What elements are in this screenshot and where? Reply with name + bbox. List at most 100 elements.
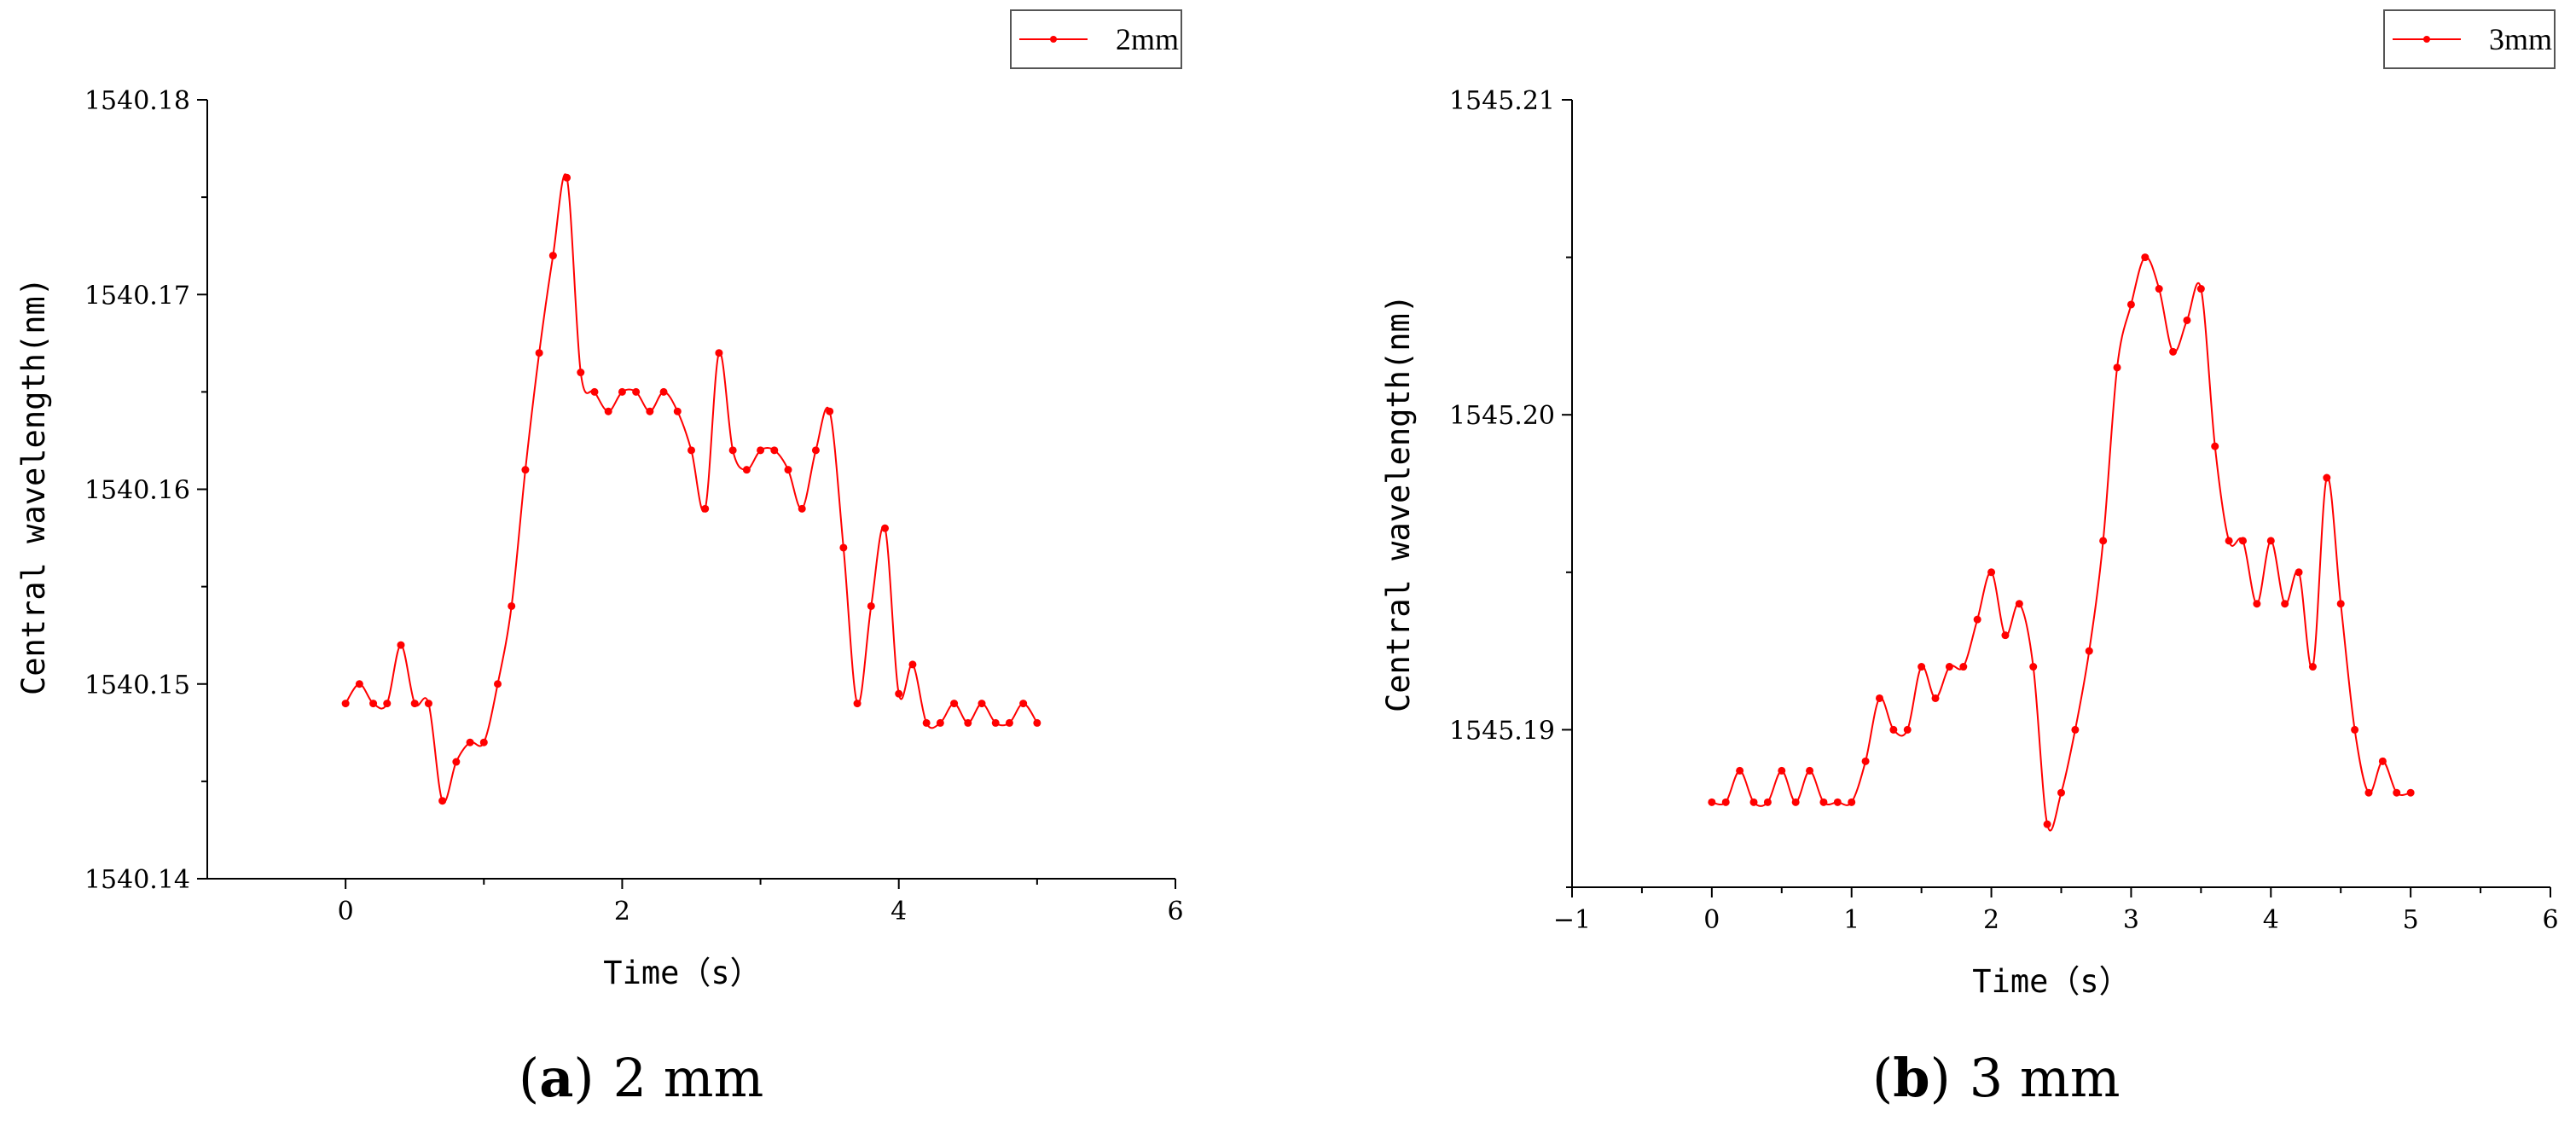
data-point [632,387,641,396]
chart-panel-b: −1 0 1 2 3 4 5 6 1545.19 1545.20 1545.21 Time（s） C… [1380,9,2559,1109]
data-point [604,407,612,415]
data-point [424,700,432,708]
x-tick-label: 1 [1843,905,1859,935]
data-point [1806,766,1814,775]
data-point [2281,600,2289,608]
data-point [811,446,820,455]
data-point [2308,663,2317,671]
data-point [438,797,447,805]
data-point [867,601,875,610]
x-tick-label: 6 [2542,905,2558,935]
data-point [1973,615,1981,624]
data-point [1819,798,1828,806]
data-point [2099,537,2108,545]
plot-area: −1 0 1 2 3 4 5 6 1545.19 1545.20 1545.21 [1449,86,2559,935]
data-point [2364,788,2373,797]
data-point [2351,725,2359,734]
data-point [784,466,792,474]
data-point [355,680,363,688]
data-point [1875,694,1883,702]
caption-text: (a) 2 mm [519,1047,763,1109]
y-axis-title: Central wavelength(nm) [1380,294,1417,712]
data-point [798,504,806,513]
data-point [646,407,654,415]
data-point [2406,788,2415,797]
data-point [1763,798,1772,806]
x-tick-label: 0 [338,897,354,926]
legend: 2mm [1010,9,1182,69]
data-point [2378,757,2387,765]
data-point [1005,718,1013,727]
y-axis-title: Central wavelength(nm) [15,277,52,695]
data-point [881,524,889,532]
data-point [452,758,461,766]
legend-box [1010,9,1182,69]
data-point [1033,718,1041,727]
data-point [2029,663,2038,671]
data-point [757,446,765,455]
caption: (b) 3 mm [1872,1047,2121,1109]
data-point [978,700,986,708]
data-point [908,660,917,669]
data-point [936,718,944,727]
data-point [590,387,599,396]
x-tick-label: 6 [1167,897,1183,926]
y-tick-label: 1540.17 [84,281,190,311]
data-point [577,369,585,377]
data-point [2169,347,2178,356]
y-tick-label: 1540.16 [84,476,190,506]
data-point [2001,631,2010,640]
data-point [1987,568,1996,577]
x-tick-label: 4 [2263,905,2279,935]
y-tick-label: 1545.20 [1449,401,1555,431]
data-point [728,446,737,455]
data-point [688,446,695,455]
data-point [2295,568,2303,577]
data-point [1917,663,1926,671]
data-point [521,466,530,474]
x-axis-title: Time（s） [1972,963,2130,1000]
data-point [853,700,862,708]
caption-title: 3 mm [1970,1047,2121,1109]
legend-marker [2423,36,2430,43]
data-point [410,700,419,708]
x-axis-title: Time（s） [603,955,761,991]
x-tick-label: 5 [2403,905,2419,935]
data-point [1889,725,1898,734]
data-point [1019,700,1028,708]
series-line [1711,256,2411,832]
data-point [397,641,405,649]
x-tick-label: 4 [891,897,907,926]
caption-label: b [1893,1047,1929,1109]
data-point [479,738,488,746]
data-point [770,446,779,455]
data-point [2057,788,2065,797]
x-tick-label: −1 [1553,905,1591,935]
data-point [2323,473,2331,482]
data-point [2393,788,2401,797]
data-point [950,700,959,708]
data-point [1749,798,1758,806]
y-tick-label: 1540.18 [84,86,190,116]
data-point [2015,600,2023,608]
data-point [2239,537,2248,545]
data-point [2253,600,2261,608]
data-point [839,543,848,552]
legend-marker [1050,36,1057,43]
data-point [1708,798,1716,806]
data-point [659,387,668,396]
data-point [494,680,502,688]
caption-title: 2 mm [613,1047,764,1109]
data-point [563,173,571,182]
data-point [2336,600,2345,608]
data-point [1791,798,1800,806]
data-point [1833,798,1842,806]
caption-label: a [539,1047,573,1109]
chart-panel-a: 0 2 4 61540.141540.151540.161540.171540.18 … [15,9,1184,1109]
legend-label: 3mm [2489,22,2552,56]
legend: 3mm [2383,9,2556,69]
data-point [618,387,626,396]
data-point [715,349,723,357]
data-point [895,689,903,698]
